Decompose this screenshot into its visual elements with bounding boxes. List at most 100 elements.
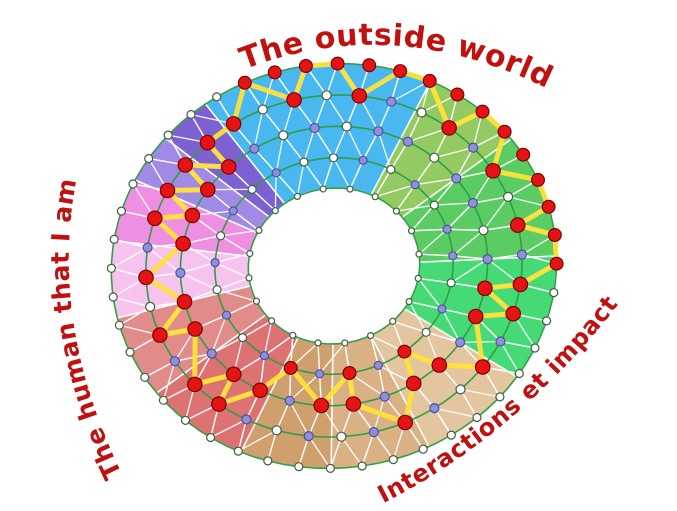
white-node (144, 153, 154, 164)
white-node (109, 234, 119, 244)
violet-node (402, 136, 413, 147)
red-node (441, 120, 457, 136)
red-node (530, 172, 545, 187)
violet-node (284, 395, 295, 406)
mesh-line (211, 337, 243, 355)
mesh-line (434, 407, 478, 419)
red-node (187, 321, 203, 337)
white-node (407, 227, 416, 235)
mesh-line (303, 127, 316, 163)
red-node (477, 280, 493, 297)
violet-node (516, 249, 528, 260)
red-node (252, 382, 268, 399)
violet-node (495, 336, 506, 347)
mesh-line (144, 360, 176, 378)
mesh-line (452, 229, 484, 257)
white-node (415, 250, 423, 258)
white-node (268, 317, 276, 325)
white-node (238, 333, 248, 343)
mesh-line (390, 141, 409, 170)
mesh-line (211, 314, 228, 354)
white-node (158, 395, 168, 405)
nodes-layer (106, 56, 564, 473)
mesh-line (417, 278, 443, 310)
red-node (342, 366, 357, 381)
violet-node (206, 348, 217, 359)
mesh-line (452, 255, 488, 260)
white-node (271, 425, 282, 436)
violet-node (482, 254, 493, 265)
mesh-line (232, 210, 260, 231)
label-human-that-i-am-text: The human that I am (43, 174, 129, 487)
mesh-line (369, 335, 379, 366)
mesh-line (346, 126, 364, 161)
mesh-line (275, 172, 298, 197)
mesh-line (114, 238, 148, 249)
white-node (163, 130, 173, 140)
mesh-line (296, 161, 305, 197)
white-node (233, 446, 243, 456)
red-node (505, 305, 521, 322)
white-node (455, 384, 466, 395)
white-node (421, 327, 431, 337)
mesh-line (390, 80, 431, 103)
mesh-line (332, 126, 348, 159)
red-node (549, 256, 564, 271)
mesh-line (377, 365, 386, 397)
violet-node (175, 267, 186, 278)
violet-node (259, 351, 269, 361)
mesh-line (447, 228, 484, 231)
mesh-line (349, 160, 364, 190)
mesh-line (411, 204, 435, 232)
mesh-line (434, 146, 474, 159)
red-node (474, 359, 491, 375)
mesh-line (414, 157, 435, 186)
white-node (514, 368, 524, 379)
mesh-line (482, 196, 509, 231)
white-node (357, 461, 367, 471)
violet-node (410, 180, 420, 190)
mesh-line (434, 202, 473, 206)
red-node (298, 58, 313, 73)
white-node (246, 250, 254, 258)
mesh-line (262, 109, 284, 136)
white-node (299, 157, 309, 167)
red-node (211, 396, 227, 412)
red-node (450, 87, 465, 102)
mesh-line (326, 94, 348, 127)
violet-node (210, 258, 220, 268)
mesh-line (242, 320, 272, 339)
red-node (397, 344, 412, 359)
white-node (446, 278, 456, 288)
mesh-line (308, 435, 331, 469)
mesh-line (418, 228, 448, 255)
mesh-line (487, 253, 523, 260)
red-node (512, 276, 529, 293)
white-node (206, 432, 216, 443)
mesh-line (374, 169, 392, 198)
violet-node (368, 427, 379, 438)
red-node (283, 360, 298, 375)
mesh-line (459, 389, 478, 418)
white-node (429, 200, 439, 210)
red-node (362, 58, 377, 73)
mesh-line (220, 229, 259, 237)
mesh-line (220, 235, 251, 255)
mesh-line (313, 95, 328, 129)
violet-node (309, 122, 320, 134)
white-node (125, 347, 135, 357)
mesh-line (392, 320, 427, 333)
mesh-line (446, 202, 474, 230)
violet-node (241, 414, 252, 425)
mesh-line (329, 436, 343, 469)
red-node (485, 163, 501, 179)
white-node (294, 462, 304, 472)
mesh-line (162, 361, 176, 401)
white-node (503, 191, 514, 202)
mesh-line (349, 372, 386, 398)
mesh-line (408, 301, 427, 333)
violet-node (448, 251, 458, 261)
white-node (371, 193, 379, 201)
white-node (186, 109, 196, 120)
